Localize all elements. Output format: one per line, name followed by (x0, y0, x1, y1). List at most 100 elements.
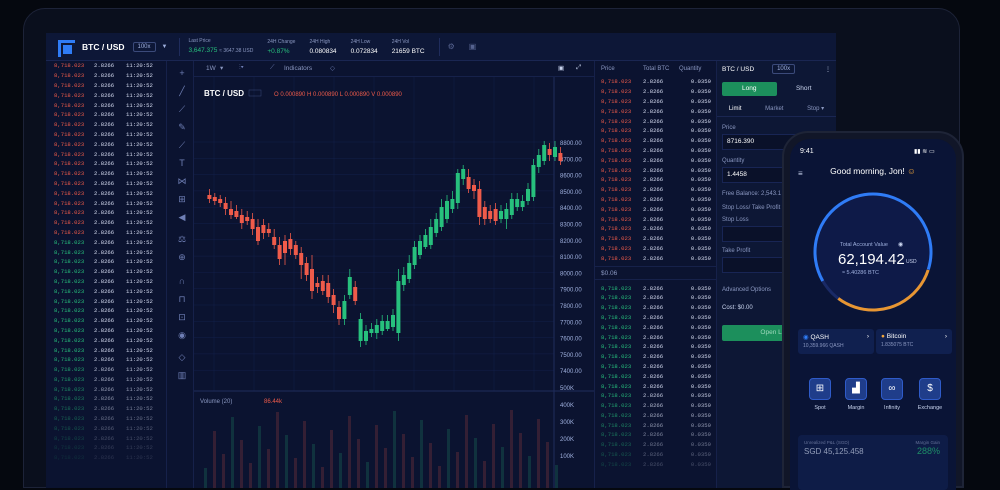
orderbook-row[interactable]: 8,718.023 2.8266 0.0359 (601, 313, 711, 321)
settings-icon[interactable]: ⚙ (447, 42, 455, 51)
orderbook-row[interactable]: 8,718.023 2.8266 0.0359 (601, 343, 711, 351)
price-chart[interactable]: 1W ▾ ⫶▾ ⟋ Indicators ◇ ▣ ⤢ BTC / USD O 0.… (194, 61, 594, 488)
orderbook-row[interactable]: 8,718.023 2.8266 0.0359 (601, 411, 711, 419)
asset-bitcoin[interactable]: ● Bitcoin › 1.835075 BTC (876, 329, 952, 354)
volume-bar (267, 449, 270, 488)
orderbook-row[interactable]: 8,718.023 2.8266 0.0359 (601, 333, 711, 341)
chevron-down-icon[interactable]: ▾ (220, 65, 224, 72)
orderbook-row[interactable]: 8,718.023 2.8266 0.0359 (601, 421, 711, 429)
long-tab[interactable]: Long (722, 82, 777, 96)
chart-canvas: BTC / USD O 0.000890 H 0.000890 L 0.00089… (194, 77, 594, 488)
zoom-icon[interactable]: ⊕ (178, 252, 186, 262)
brush-icon[interactable]: ⟋ (178, 140, 186, 150)
orderbook-row[interactable]: 8,718.023 2.8266 0.0359 (601, 441, 711, 449)
orderbook-row[interactable]: 8,718.023 2.8266 0.0359 (601, 460, 711, 468)
trade-history: 8,718.023 2.8266 11:20:52 8,718.023 2.8266 11… (46, 61, 167, 488)
text-icon[interactable]: T (179, 158, 185, 168)
orderbook-row[interactable]: 8,718.023 2.8266 0.0359 (601, 382, 711, 390)
candle-body (445, 201, 449, 219)
orderbook-row[interactable]: 8,718.023 2.8266 0.0359 (601, 294, 711, 302)
short-tab[interactable]: Short (795, 85, 812, 92)
orderbook-row[interactable]: 8,718.023 2.8266 0.0359 (601, 451, 711, 459)
volume-bar (384, 448, 387, 488)
price-tick: 7600.00 (560, 337, 582, 343)
trash-icon[interactable]: ▥ (177, 370, 187, 380)
tab-market[interactable]: Market (765, 105, 784, 112)
orderbook-row[interactable]: 8,718.023 2.8266 0.0359 (601, 117, 711, 125)
candle-body (374, 325, 379, 333)
orderbook-row[interactable]: 8,718.023 2.8266 0.0359 (601, 88, 711, 96)
measure-icon[interactable]: ⊞ (178, 194, 186, 204)
orderbook-row[interactable]: 8,718.023 2.8266 0.0359 (601, 205, 711, 213)
ruler-icon[interactable]: ⚖ (177, 234, 187, 244)
arrow-left-icon[interactable]: ◀ (178, 212, 186, 222)
candle-type-icon[interactable]: ⫶▾ (239, 64, 244, 71)
orderbook-row[interactable]: 8,718.023 2.8266 0.0359 (601, 392, 711, 400)
action-exchange[interactable]: $ Exchange (910, 378, 950, 411)
orderbook-row[interactable]: 8,718.023 2.8266 0.0359 (601, 156, 711, 164)
orderbook-row[interactable]: 8,718.023 2.8266 0.0359 (601, 254, 711, 262)
orderbook-row[interactable]: 8,718.023 2.8266 0.0359 (601, 244, 711, 252)
orderbook-row[interactable]: 8,718.023 2.8266 0.0359 (601, 362, 711, 370)
pencil-icon[interactable]: ✎ (178, 122, 186, 132)
chevron-down-icon[interactable]: ▼ (161, 43, 168, 50)
layers-icon[interactable]: ◇ (178, 352, 186, 362)
action-margin[interactable]: ▟ Margin (836, 378, 876, 411)
timeframe-select[interactable]: 1W (206, 65, 216, 72)
tab-stop[interactable]: Stop ▾ (807, 106, 825, 112)
liquid-logo-icon (58, 39, 75, 57)
action-spot[interactable]: ⊞ Spot (800, 378, 840, 411)
camera-icon[interactable]: ▣ (558, 65, 565, 72)
order-leverage[interactable]: 100x (772, 64, 796, 74)
order-pair[interactable]: BTC / USD (722, 65, 755, 73)
indicators-button[interactable]: Indicators (284, 65, 313, 72)
orderbook-row[interactable]: 8,718.023 2.8266 0.0359 (601, 186, 711, 194)
magnet-icon[interactable]: ∩ (178, 276, 186, 286)
lock-drawing-icon[interactable]: ⊓ (178, 294, 186, 304)
menu-icon[interactable]: ≡ (798, 169, 803, 178)
orderbook-row[interactable]: 8,718.023 2.8266 0.0359 (601, 372, 711, 380)
orderbook-row[interactable]: 8,718.023 2.8266 0.0359 (601, 431, 711, 439)
orderbook-row[interactable]: 8,718.023 2.8266 0.0359 (601, 215, 711, 223)
orderbook-row[interactable]: 8,718.023 2.8266 0.0359 (601, 402, 711, 410)
advanced-options[interactable]: Advanced Options (722, 287, 772, 293)
pattern-icon[interactable]: ⋈ (177, 176, 187, 186)
orderbook-row[interactable]: 8,718.023 2.8266 0.0359 (601, 176, 711, 184)
volume-tick: 300K (560, 420, 574, 426)
indicators-icon[interactable]: ⟋ (270, 64, 275, 71)
pnl-card[interactable]: Unrealized P&L (SGD) SGD 45,125.458 Marg… (798, 435, 948, 490)
orderbook-row[interactable]: 8,718.023 2.8266 0.0359 (601, 137, 711, 145)
status-icons: ▮▮ ≋ ▭ (914, 149, 935, 155)
pair-selector[interactable]: BTC / USD (82, 41, 125, 52)
orderbook-row[interactable]: 8,718.023 2.8266 0.0359 (601, 235, 711, 243)
trendline-icon[interactable]: ╱ (179, 86, 185, 96)
crosshair-icon[interactable]: + (179, 68, 185, 78)
exchange-icon: $ (919, 378, 941, 400)
orderbook-row[interactable]: 8,718.023 2.8266 0.0359 (601, 304, 711, 312)
orderbook-row[interactable]: 8,718.023 2.8266 0.0359 (601, 284, 711, 292)
volume-bar (303, 421, 306, 488)
orderbook-row[interactable]: 8,718.023 2.8266 0.0359 (601, 195, 711, 203)
tab-limit[interactable]: Limit (728, 105, 742, 112)
orderbook-row[interactable]: 8,718.023 2.8266 0.0359 (601, 127, 711, 135)
orderbook-row[interactable]: 8,718.023 2.8266 0.0359 (601, 78, 711, 86)
orderbook-row[interactable]: 8,718.023 2.8266 0.0359 (601, 323, 711, 331)
leverage-badge[interactable]: 100x (132, 41, 156, 52)
orderbook-row[interactable]: 8,718.023 2.8266 0.0359 (601, 166, 711, 174)
orderbook-row[interactable]: 8,718.023 2.8266 0.0359 (601, 353, 711, 361)
orderbook-row[interactable]: 8,718.023 2.8266 0.0359 (601, 146, 711, 154)
trading-screen: BTC / USD 100x ▼ Last Price 3,647.375 ≈ 3… (46, 33, 836, 488)
eye-icon[interactable]: ◉ (178, 330, 186, 340)
action-infinity[interactable]: ∞ Infinity (872, 378, 912, 411)
eye-icon[interactable]: ◉ (898, 242, 904, 248)
lock-icon[interactable]: ⊡ (178, 312, 186, 322)
eraser-icon[interactable]: ◇ (330, 65, 335, 72)
orderbook-row[interactable]: 8,718.023 2.8266 0.0359 (601, 107, 711, 115)
clipboard-icon[interactable]: ▣ (468, 42, 477, 51)
orderbook-row[interactable]: 8,718.023 2.8266 0.0359 (601, 97, 711, 105)
more-icon[interactable]: ⋮ (824, 66, 831, 73)
orderbook-row[interactable]: 8,718.023 2.8266 0.0359 (601, 225, 711, 233)
fullscreen-icon[interactable]: ⤢ (576, 64, 582, 71)
ray-icon[interactable]: ⟋ (178, 104, 186, 114)
asset-qash[interactable]: ◉ QASH › 10,359.966 QASH (798, 329, 874, 354)
